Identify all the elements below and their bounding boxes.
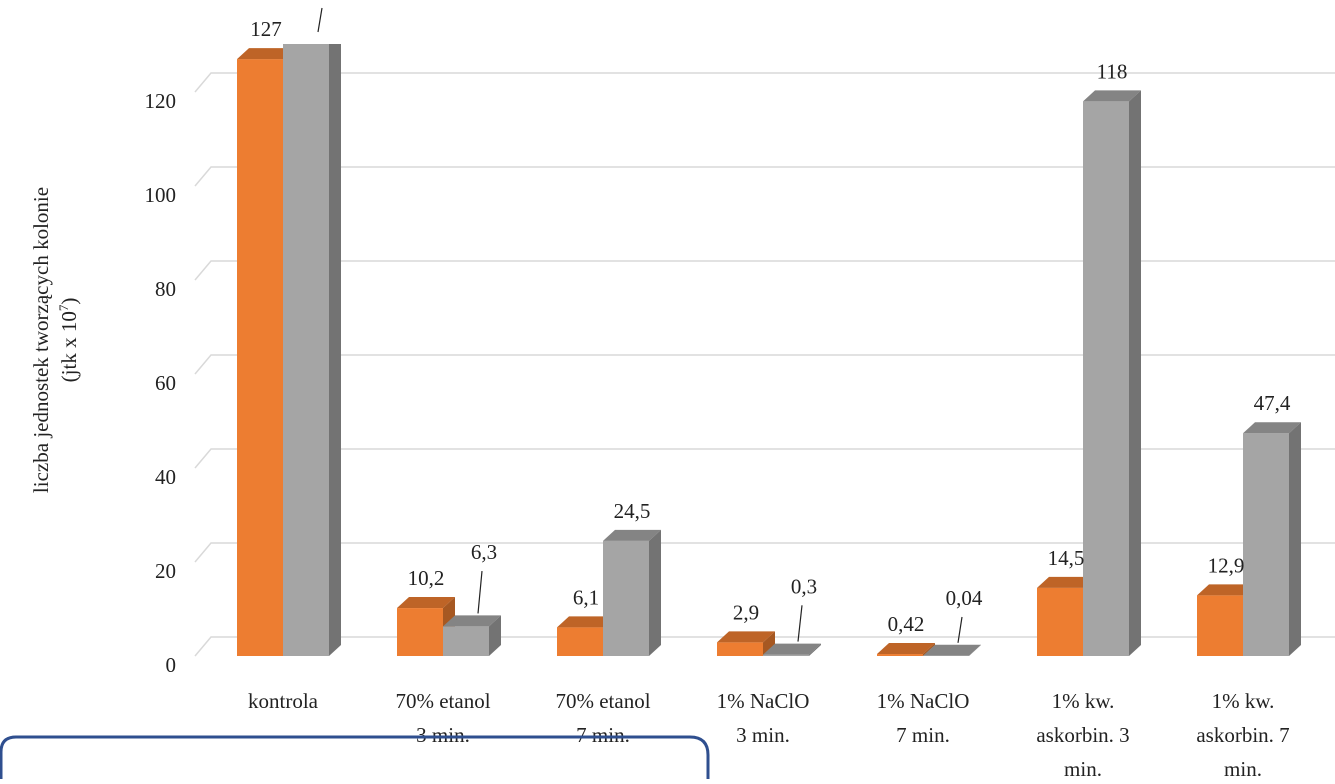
- bar: [443, 626, 489, 656]
- x-tick-label: min.: [1224, 757, 1262, 779]
- y-tick-label: 60: [155, 371, 176, 395]
- bar: [1083, 101, 1129, 656]
- bar: [397, 608, 443, 656]
- value-label: 6,1: [573, 585, 599, 609]
- value-label: 184: [308, 0, 340, 1]
- leader-line: [318, 8, 322, 32]
- x-tick-label: 3 min.: [416, 723, 470, 747]
- bar: [1197, 595, 1243, 656]
- bar: [283, 0, 329, 656]
- value-label: 0,04: [946, 586, 983, 610]
- bar: [557, 627, 603, 656]
- grid-line: [195, 449, 1335, 468]
- bar-side: [1129, 90, 1141, 656]
- leader-line: [798, 605, 802, 641]
- value-label: 0,42: [888, 612, 925, 636]
- x-tick-label: min.: [1064, 757, 1102, 779]
- x-tick-label: 1% kw.: [1212, 689, 1275, 713]
- value-label: 127: [250, 17, 282, 41]
- value-label: 118: [1097, 59, 1128, 83]
- y-tick-label: 100: [145, 183, 177, 207]
- value-label: 6,3: [471, 540, 497, 564]
- bar: [717, 642, 763, 656]
- x-tick-label: 1% kw.: [1052, 689, 1115, 713]
- x-tick-label: kontrola: [248, 689, 319, 713]
- leader-line: [958, 617, 962, 643]
- x-tick-label: 70% etanol: [555, 689, 650, 713]
- x-tick-label: 70% etanol: [395, 689, 490, 713]
- y-tick-label: 80: [155, 277, 176, 301]
- bar: [763, 655, 809, 656]
- value-label: 2,9: [733, 600, 759, 624]
- grid-line: [195, 543, 1335, 562]
- grid: [195, 73, 1335, 656]
- value-label: 24,5: [614, 499, 651, 523]
- grid-line: [195, 167, 1335, 186]
- bar: [237, 59, 283, 656]
- bars: [237, 0, 1301, 656]
- bar-side: [1289, 422, 1301, 656]
- bar: [877, 654, 923, 656]
- grid-line: [195, 261, 1335, 280]
- x-tick-label: 1% NaClO: [877, 689, 970, 713]
- y-tick-label: 20: [155, 559, 176, 583]
- grid-line: [195, 355, 1335, 374]
- y-tick-label: 120: [145, 89, 177, 113]
- y-tick-label: 0: [166, 653, 177, 677]
- bar: [603, 541, 649, 656]
- y-axis-label: liczba jednostek tworzących kolonie: [29, 187, 53, 493]
- y-tick-label: 40: [155, 465, 176, 489]
- y-axis-unit: (jtk x 107): [56, 298, 81, 383]
- bar-side: [329, 0, 341, 656]
- x-tick-label: 1% NaClO: [717, 689, 810, 713]
- x-tick-label: askorbin. 3: [1036, 723, 1129, 747]
- bar: [1243, 433, 1289, 656]
- value-label: 0,3: [791, 574, 817, 598]
- bar-side: [649, 530, 661, 656]
- x-tick-label: 7 min.: [896, 723, 950, 747]
- bar: [1037, 588, 1083, 656]
- value-label: 10,2: [408, 566, 445, 590]
- value-label: 47,4: [1254, 391, 1291, 415]
- value-label: 12,9: [1208, 553, 1245, 577]
- unit-prefix: (jtk x 10: [57, 311, 81, 382]
- grid-line: [195, 73, 1335, 92]
- leader-line: [478, 571, 482, 613]
- x-tick-label: 3 min.: [736, 723, 790, 747]
- x-tick-label: 7 min.: [576, 723, 630, 747]
- value-label: 14,5: [1048, 546, 1085, 570]
- x-tick-label: askorbin. 7: [1196, 723, 1289, 747]
- unit-suffix: ): [57, 298, 81, 305]
